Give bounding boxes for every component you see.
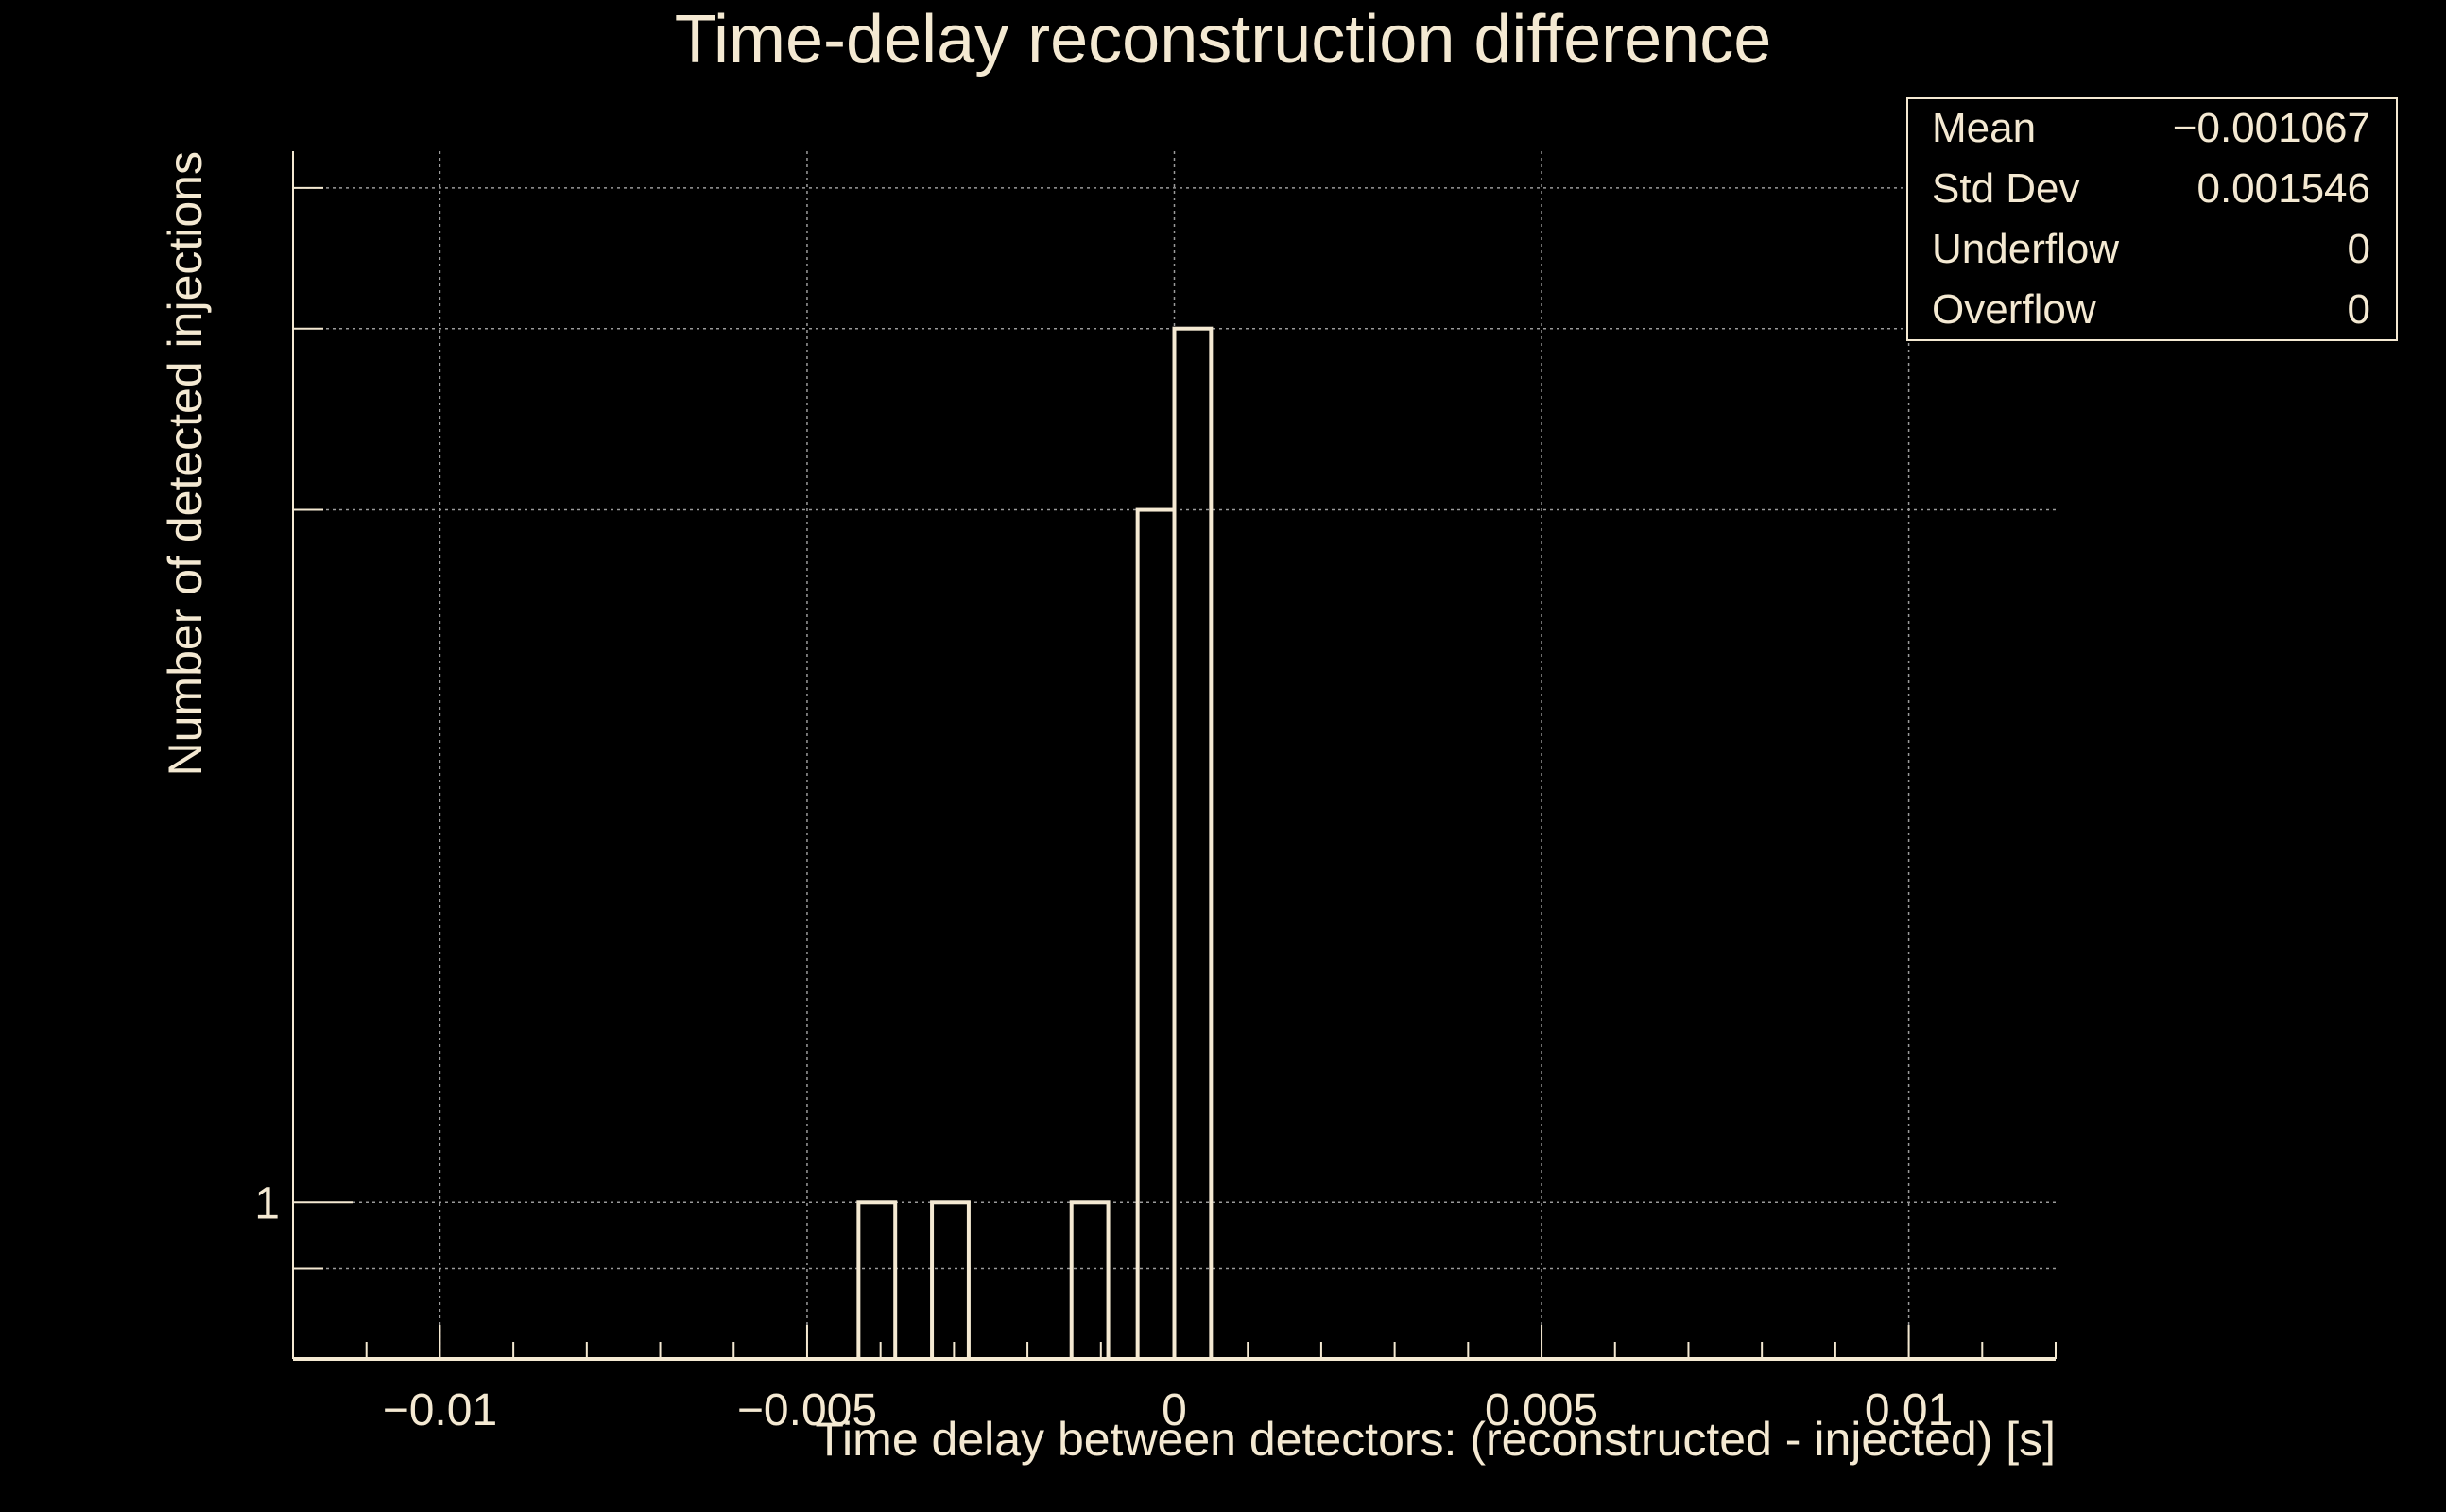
stats-row-value: 0.001546: [2196, 165, 2370, 212]
stats-row-value: −0.001067: [2173, 105, 2370, 151]
x-tick-label: −0.005: [737, 1385, 877, 1435]
histogram-bar: [1069, 1200, 1111, 1362]
stats-row-value: 0: [2348, 226, 2370, 272]
stats-row-label: Std Dev: [1932, 165, 2080, 212]
stats-row-value: 0: [2348, 286, 2370, 333]
stats-row-label: Underflow: [1932, 226, 2119, 272]
stats-box-frame: [1906, 97, 2398, 341]
stats-box: Mean −0.001067 Std Dev 0.001546 Underflow 0 Ov…: [1906, 97, 2398, 341]
y-axis-label: Number of detected injections: [159, 151, 212, 776]
stats-row-label: Overflow: [1932, 286, 2096, 333]
stats-row-label: Mean: [1932, 105, 2036, 151]
tick-labels: −0.01 −0.005 0 0.005 0.01 1: [254, 1178, 1953, 1435]
histogram-bar: [856, 1200, 898, 1362]
x-tick-label: 0: [1162, 1385, 1187, 1435]
x-tick-label: −0.01: [383, 1385, 497, 1435]
histogram-bar: [930, 1200, 971, 1362]
y-tick-label: 1: [254, 1178, 280, 1228]
x-tick-label: 0.005: [1485, 1385, 1598, 1435]
x-tick-label: 0.01: [1865, 1385, 1953, 1435]
x-axis-label: Time delay between detectors: (reconstru…: [815, 1413, 2056, 1466]
histogram-bar: [1172, 326, 1214, 1362]
chart-title: Time-delay reconstruction difference: [675, 2, 1772, 77]
histogram-bars: [856, 326, 1214, 1362]
